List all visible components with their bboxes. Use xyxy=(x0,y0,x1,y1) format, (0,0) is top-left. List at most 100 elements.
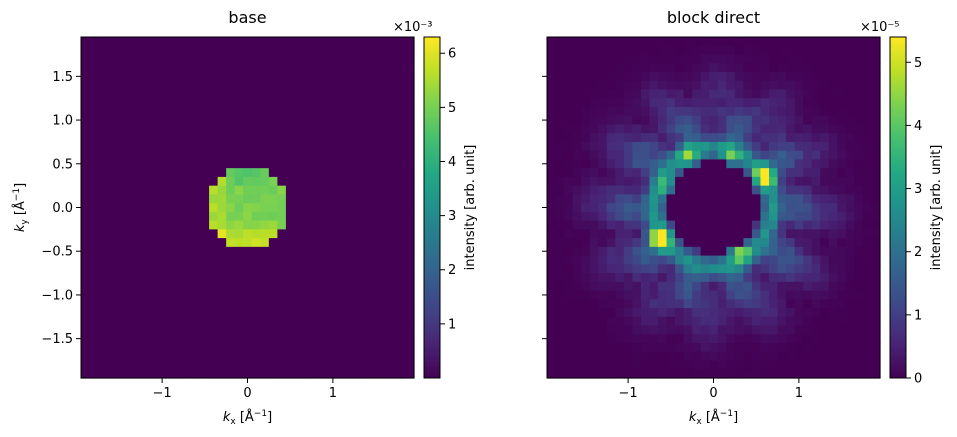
heatmap-cell xyxy=(388,290,398,300)
heatmap-cell xyxy=(692,316,702,327)
heatmap-cell xyxy=(379,360,389,370)
heatmap-cell xyxy=(717,281,727,292)
heatmap-cell xyxy=(396,98,407,108)
heatmap-cell xyxy=(303,194,313,204)
heatmap-cell xyxy=(700,159,710,169)
heatmap-cell xyxy=(623,281,633,292)
heatmap-cell xyxy=(555,308,565,318)
heatmap-cell xyxy=(845,106,855,117)
heatmap-cell xyxy=(166,246,176,257)
heatmap-cell xyxy=(115,238,125,248)
heatmap-cell xyxy=(666,220,676,230)
heatmap-cell xyxy=(623,106,633,117)
heatmap-cell xyxy=(149,281,159,292)
heatmap-cell xyxy=(234,63,244,73)
heatmap-cell xyxy=(794,150,804,161)
heatmap-cell xyxy=(174,37,185,47)
heatmap-cell xyxy=(837,299,847,309)
heatmap-cell xyxy=(598,159,608,169)
heatmap-cell xyxy=(683,45,693,56)
heatmap-cell xyxy=(734,176,744,187)
heatmap-cell xyxy=(871,133,881,143)
heatmap-cell xyxy=(794,334,804,344)
heatmap-cell xyxy=(311,141,321,152)
heatmap-cell xyxy=(371,185,381,195)
heatmap-cell xyxy=(388,351,398,362)
heatmap-cell xyxy=(337,273,347,283)
heatmap-cell xyxy=(311,176,321,187)
heatmap-cell xyxy=(268,246,278,257)
heatmap-cell xyxy=(405,185,415,195)
heatmap-cell xyxy=(328,290,338,300)
heatmap-cell xyxy=(794,229,804,239)
heatmap-cell xyxy=(623,229,633,239)
heatmap-cell xyxy=(294,124,304,134)
heatmap-cell xyxy=(649,115,659,126)
heatmap-cell xyxy=(564,89,574,99)
heatmap-cell xyxy=(183,89,193,99)
heatmap-cell xyxy=(285,150,296,161)
heatmap-cell xyxy=(192,71,202,82)
heatmap-cell xyxy=(623,316,633,327)
heatmap-cell xyxy=(217,159,227,169)
heatmap-cell xyxy=(260,334,270,344)
heatmap-cell xyxy=(328,360,338,370)
heatmap-cell xyxy=(658,325,668,335)
heatmap-cell xyxy=(396,273,407,283)
heatmap-cell xyxy=(98,98,108,108)
heatmap-cell xyxy=(632,203,642,213)
y-tick-label: −1.0 xyxy=(41,288,73,303)
heatmap-cell xyxy=(615,290,625,300)
heatmap-cell xyxy=(666,71,676,82)
heatmap-cell xyxy=(581,343,591,353)
heatmap-cell xyxy=(683,299,693,309)
heatmap-cell xyxy=(294,290,304,300)
heatmap-cell xyxy=(192,194,202,204)
heatmap-cell xyxy=(98,37,108,47)
heatmap-cell xyxy=(328,124,338,134)
heatmap-cell xyxy=(328,308,338,318)
heatmap-cell xyxy=(564,290,574,300)
heatmap-cell xyxy=(649,194,659,204)
heatmap-cell xyxy=(183,351,193,362)
heatmap-cell xyxy=(820,71,830,82)
heatmap-cell xyxy=(362,203,372,213)
heatmap-cell xyxy=(717,290,727,300)
heatmap-cell xyxy=(294,150,304,161)
heatmap-cell xyxy=(581,71,591,82)
heatmap-cell xyxy=(89,211,99,222)
heatmap-cell xyxy=(183,316,193,327)
heatmap-cell xyxy=(234,360,244,370)
heatmap-cell xyxy=(786,299,796,309)
heatmap-cell xyxy=(615,106,625,117)
heatmap-cell xyxy=(555,54,565,64)
heatmap-cell xyxy=(709,211,719,222)
heatmap-cell xyxy=(217,98,227,108)
heatmap-cell xyxy=(98,63,108,73)
heatmap-cell xyxy=(354,141,364,152)
heatmap-cell xyxy=(589,89,599,99)
heatmap-cell xyxy=(303,316,313,327)
heatmap-cell xyxy=(362,89,372,99)
heatmap-cell xyxy=(564,343,574,353)
heatmap-cell xyxy=(760,115,770,126)
heatmap-cell xyxy=(572,281,582,292)
heatmap-cell xyxy=(820,150,830,161)
heatmap-cell xyxy=(547,360,557,370)
heatmap-cell xyxy=(243,255,253,265)
heatmap-cell xyxy=(345,150,355,161)
heatmap-cell xyxy=(709,185,719,195)
heatmap-cell xyxy=(243,369,253,379)
heatmap-cell xyxy=(294,37,304,47)
heatmap-cell xyxy=(149,80,159,91)
heatmap-cell xyxy=(174,106,185,117)
heatmap-cell xyxy=(183,115,193,126)
heatmap-cell xyxy=(192,273,202,283)
heatmap-cell xyxy=(811,299,821,309)
heatmap-cell xyxy=(123,220,133,230)
heatmap-cell xyxy=(132,150,142,161)
heatmap-cell xyxy=(243,351,253,362)
heatmap-cell xyxy=(251,133,261,143)
heatmap-cell xyxy=(243,141,253,152)
heatmap-cell xyxy=(803,351,813,362)
